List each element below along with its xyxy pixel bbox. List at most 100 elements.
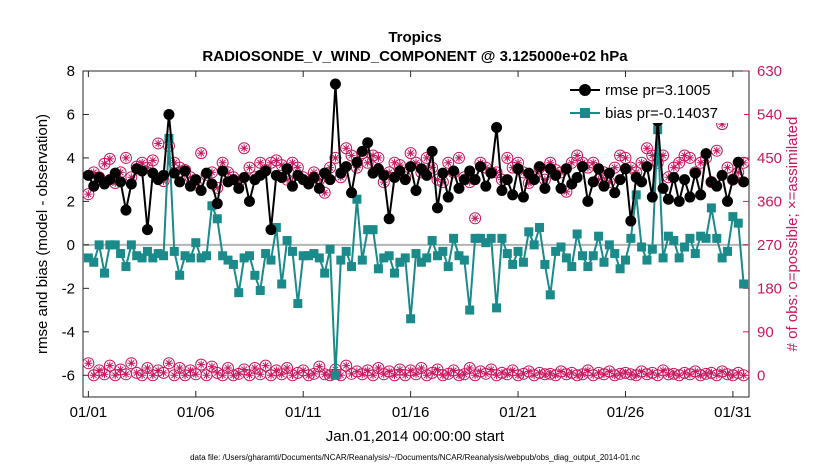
obs-assimilated-cross xyxy=(293,163,302,172)
obs-assimilated-cross xyxy=(659,366,668,375)
obs-assimilated-cross xyxy=(159,368,168,377)
rmse-point xyxy=(163,108,175,120)
bias-point xyxy=(121,262,131,272)
x-tick-label: 01/26 xyxy=(607,404,645,421)
obs-assimilated-cross xyxy=(712,371,721,380)
bias-point xyxy=(202,251,212,261)
rmse-point xyxy=(727,174,739,186)
bias-point xyxy=(438,246,448,256)
bias-point xyxy=(287,246,297,256)
obs-assimilated-cross xyxy=(632,371,641,380)
rmse-point xyxy=(722,195,734,207)
obs-possible-circle xyxy=(501,151,514,164)
obs-marker xyxy=(259,359,272,372)
bias-point xyxy=(723,246,733,256)
obs-possible-circle xyxy=(119,151,132,164)
rmse-point xyxy=(378,169,390,181)
obs-marker xyxy=(243,161,256,174)
obs-assimilated-cross xyxy=(191,370,200,379)
obs-marker xyxy=(571,149,584,162)
bias-point xyxy=(658,253,668,263)
bias-point xyxy=(384,251,394,261)
obs-assimilated-cross xyxy=(514,158,523,167)
obs-assimilated-cross xyxy=(207,362,216,371)
obs-possible-circle xyxy=(238,142,251,155)
footer-data-file: data file: /Users/gharamti/Documents/NCA… xyxy=(190,453,640,462)
obs-marker xyxy=(152,137,165,150)
bias-point xyxy=(561,253,571,263)
obs-assimilated-cross xyxy=(524,367,533,376)
obs-assimilated-cross xyxy=(363,366,372,375)
x-axis-label: Jan.01,2014 00:00:00 start xyxy=(326,428,505,445)
obs-assimilated-cross xyxy=(197,360,206,369)
obs-marker xyxy=(501,151,514,164)
obs-assimilated-cross xyxy=(734,168,743,177)
obs-assimilated-cross xyxy=(315,175,324,184)
obs-assimilated-cross xyxy=(224,168,233,177)
rmse-point xyxy=(550,169,562,181)
obs-marker xyxy=(157,366,170,379)
bias-point xyxy=(357,255,367,265)
bias-point xyxy=(132,251,142,261)
obs-marker xyxy=(173,362,186,375)
obs-marker xyxy=(372,151,385,164)
y-tick-label: 6 xyxy=(67,106,75,123)
obs-assimilated-cross xyxy=(272,156,281,165)
obs-assimilated-cross xyxy=(648,151,657,160)
bias-point xyxy=(502,249,512,259)
obs-assimilated-cross xyxy=(213,183,222,192)
obs-assimilated-cross xyxy=(578,370,587,379)
obs-assimilated-cross xyxy=(111,371,120,380)
rmse-point xyxy=(120,204,132,216)
obs-assimilated-cross xyxy=(240,365,249,374)
obs-marker xyxy=(340,142,353,155)
obs-assimilated-cross xyxy=(401,371,410,380)
bias-point xyxy=(615,264,625,274)
bias-point xyxy=(379,253,389,263)
bias-point xyxy=(545,290,555,300)
rmse-point xyxy=(195,185,207,197)
rmse-point xyxy=(485,167,497,179)
obs-assimilated-cross xyxy=(508,366,517,375)
rmse-point xyxy=(227,174,239,186)
bias-point xyxy=(583,262,593,272)
obs-marker xyxy=(119,368,132,381)
obs-assimilated-cross xyxy=(696,158,705,167)
bias-point xyxy=(142,246,152,256)
rmse-point xyxy=(716,169,728,181)
obs-assimilated-cross xyxy=(718,367,727,376)
rmse-point xyxy=(625,215,637,227)
obs-assimilated-cross xyxy=(685,370,694,379)
obs-assimilated-cross xyxy=(170,371,179,380)
obs-assimilated-cross xyxy=(626,163,635,172)
obs-assimilated-cross xyxy=(100,370,109,379)
obs-assimilated-cross xyxy=(406,149,415,158)
x-tick-label: 01/06 xyxy=(177,404,215,421)
bias-point xyxy=(148,253,158,263)
obs-assimilated-cross xyxy=(283,364,292,373)
rmse-point xyxy=(738,176,750,188)
rmse-point xyxy=(501,174,513,186)
bias-point xyxy=(443,262,453,272)
obs-assimilated-cross xyxy=(347,151,356,160)
obs-possible-circle xyxy=(103,359,116,372)
rmse-point xyxy=(426,145,438,157)
obs-assimilated-cross xyxy=(148,371,157,380)
bias-point xyxy=(99,268,109,278)
obs-marker xyxy=(452,151,465,164)
obs-marker xyxy=(136,369,149,382)
obs-marker xyxy=(195,147,208,160)
bias-point xyxy=(427,236,437,246)
y-axis-label: rmse and bias (model - observation) xyxy=(34,114,51,354)
rmse-point xyxy=(115,176,127,188)
rmse-point xyxy=(405,161,417,173)
obs-marker xyxy=(640,142,653,155)
bias-point xyxy=(363,225,373,235)
x-tick-label: 01/01 xyxy=(70,404,108,421)
bias-point xyxy=(513,246,523,256)
rmse-point xyxy=(437,167,449,179)
obs-possible-circle xyxy=(243,161,256,174)
rmse-point xyxy=(528,174,540,186)
rmse-point xyxy=(534,161,546,173)
bias-point xyxy=(669,236,679,246)
